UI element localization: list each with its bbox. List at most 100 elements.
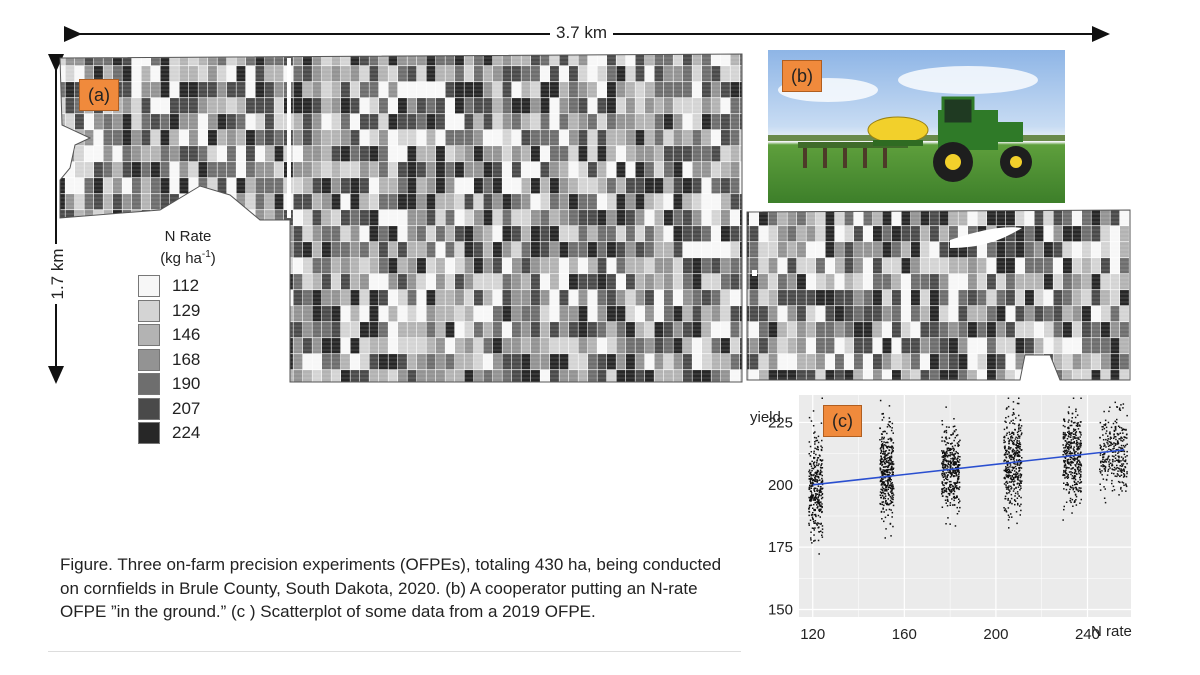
- plot-cell: [654, 242, 664, 258]
- plot-cell: [749, 114, 759, 130]
- data-point: [1012, 412, 1015, 414]
- data-point: [1116, 473, 1119, 475]
- data-point: [819, 488, 822, 490]
- plot-cell: [540, 54, 550, 66]
- plot-cell: [702, 178, 711, 194]
- plot-cell: [559, 82, 569, 98]
- data-point: [1069, 485, 1072, 488]
- plot-cell: [512, 162, 521, 178]
- data-point: [1114, 420, 1116, 423]
- data-point: [1020, 496, 1022, 499]
- plot-cell: [464, 146, 474, 162]
- plot-cell: [854, 290, 863, 306]
- data-point: [1074, 458, 1077, 460]
- data-point: [812, 495, 814, 497]
- plot-cell: [702, 146, 711, 162]
- data-point: [1124, 444, 1127, 447]
- plot-cell: [635, 242, 645, 258]
- data-point: [1076, 483, 1078, 486]
- data-point: [816, 469, 819, 472]
- data-point: [958, 481, 961, 484]
- plot-cell: [749, 242, 759, 258]
- data-point: [880, 460, 882, 462]
- plot-cell: [293, 178, 303, 194]
- plot-cell: [920, 322, 930, 338]
- data-point: [1103, 445, 1105, 447]
- plot-cell: [303, 146, 312, 162]
- data-point: [1079, 478, 1081, 481]
- data-point: [811, 527, 814, 529]
- plot-cell: [531, 98, 540, 114]
- plot-cell: [626, 290, 635, 306]
- data-point: [820, 422, 823, 424]
- plot-cell: [369, 210, 379, 226]
- plot-cell: [265, 322, 274, 338]
- data-point: [1074, 486, 1077, 489]
- data-point: [1120, 470, 1122, 472]
- plot-cell: [1044, 354, 1053, 370]
- plot-cell: [958, 306, 968, 322]
- data-point: [952, 459, 955, 461]
- plot-cell: [170, 130, 179, 146]
- plot-cell: [616, 226, 626, 242]
- plot-cell: [1072, 274, 1082, 290]
- data-point: [1071, 412, 1074, 415]
- data-point: [1078, 445, 1080, 448]
- plot-cell: [749, 82, 759, 98]
- plot-cell: [521, 146, 531, 162]
- data-point: [879, 447, 882, 450]
- data-point: [1070, 447, 1072, 449]
- plot-cell: [322, 194, 331, 210]
- plot-cell: [1129, 114, 1130, 130]
- plot-cell: [1110, 338, 1120, 354]
- plot-cell: [388, 274, 398, 290]
- data-point: [1119, 465, 1121, 467]
- data-point: [946, 442, 948, 444]
- data-point: [1121, 469, 1124, 471]
- plot-cell: [1053, 290, 1063, 306]
- data-point: [809, 504, 812, 507]
- data-point: [1071, 484, 1074, 487]
- plot-cell: [873, 242, 882, 258]
- plot-cell: [436, 226, 445, 242]
- plot-cell: [578, 258, 588, 274]
- plot-cell: [122, 82, 132, 98]
- plot-cell: [901, 242, 911, 258]
- plot-cell: [474, 194, 483, 210]
- plot-cell: [607, 114, 616, 130]
- data-point: [1011, 475, 1014, 477]
- data-point: [1012, 473, 1015, 475]
- plot-cell: [711, 290, 721, 306]
- plot-cell: [350, 146, 360, 162]
- plot-cell: [977, 210, 987, 226]
- plot-cell: [84, 226, 94, 242]
- plot-cell: [664, 274, 673, 290]
- plot-cell: [892, 210, 901, 226]
- plot-cell: [474, 130, 483, 146]
- data-point: [1072, 438, 1074, 440]
- plot-cell: [236, 146, 246, 162]
- plot-cell: [721, 386, 730, 401]
- plot-cell: [778, 274, 787, 290]
- plot-cell: [1129, 290, 1130, 306]
- plot-cell: [540, 258, 550, 274]
- plot-cell: [1034, 274, 1044, 290]
- plot-cell: [65, 226, 75, 242]
- data-point: [942, 462, 944, 465]
- data-point: [1105, 432, 1107, 435]
- panel-b-tag: (b): [782, 60, 822, 92]
- plot-cell: [255, 338, 265, 354]
- plot-cell: [569, 386, 578, 401]
- data-point: [1016, 431, 1019, 434]
- plot-cell: [512, 82, 521, 98]
- plot-cell: [521, 258, 531, 274]
- data-point: [1016, 491, 1019, 493]
- plot-cell: [531, 146, 540, 162]
- plot-cell: [1120, 242, 1129, 258]
- plot-cell: [426, 290, 436, 306]
- data-point: [883, 520, 885, 523]
- data-point: [1076, 414, 1079, 416]
- plot-cell: [873, 306, 882, 322]
- data-point: [1111, 472, 1113, 474]
- plot-cell: [645, 370, 654, 382]
